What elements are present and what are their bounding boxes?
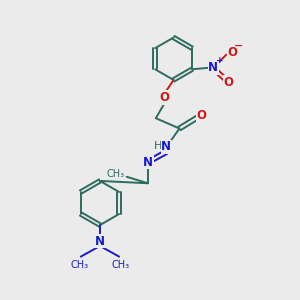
Text: N: N xyxy=(95,235,105,248)
Text: N: N xyxy=(208,61,218,74)
Text: CH₃: CH₃ xyxy=(112,260,130,270)
Text: N: N xyxy=(143,156,153,169)
Text: +: + xyxy=(216,56,224,65)
Text: CH₃: CH₃ xyxy=(106,169,124,179)
Text: CH₃: CH₃ xyxy=(70,260,88,270)
Text: O: O xyxy=(160,91,170,104)
Text: −: − xyxy=(234,41,243,51)
Text: N: N xyxy=(161,140,171,153)
Text: H: H xyxy=(154,141,162,151)
Text: O: O xyxy=(224,76,234,89)
Text: O: O xyxy=(196,109,206,122)
Text: O: O xyxy=(228,46,238,59)
